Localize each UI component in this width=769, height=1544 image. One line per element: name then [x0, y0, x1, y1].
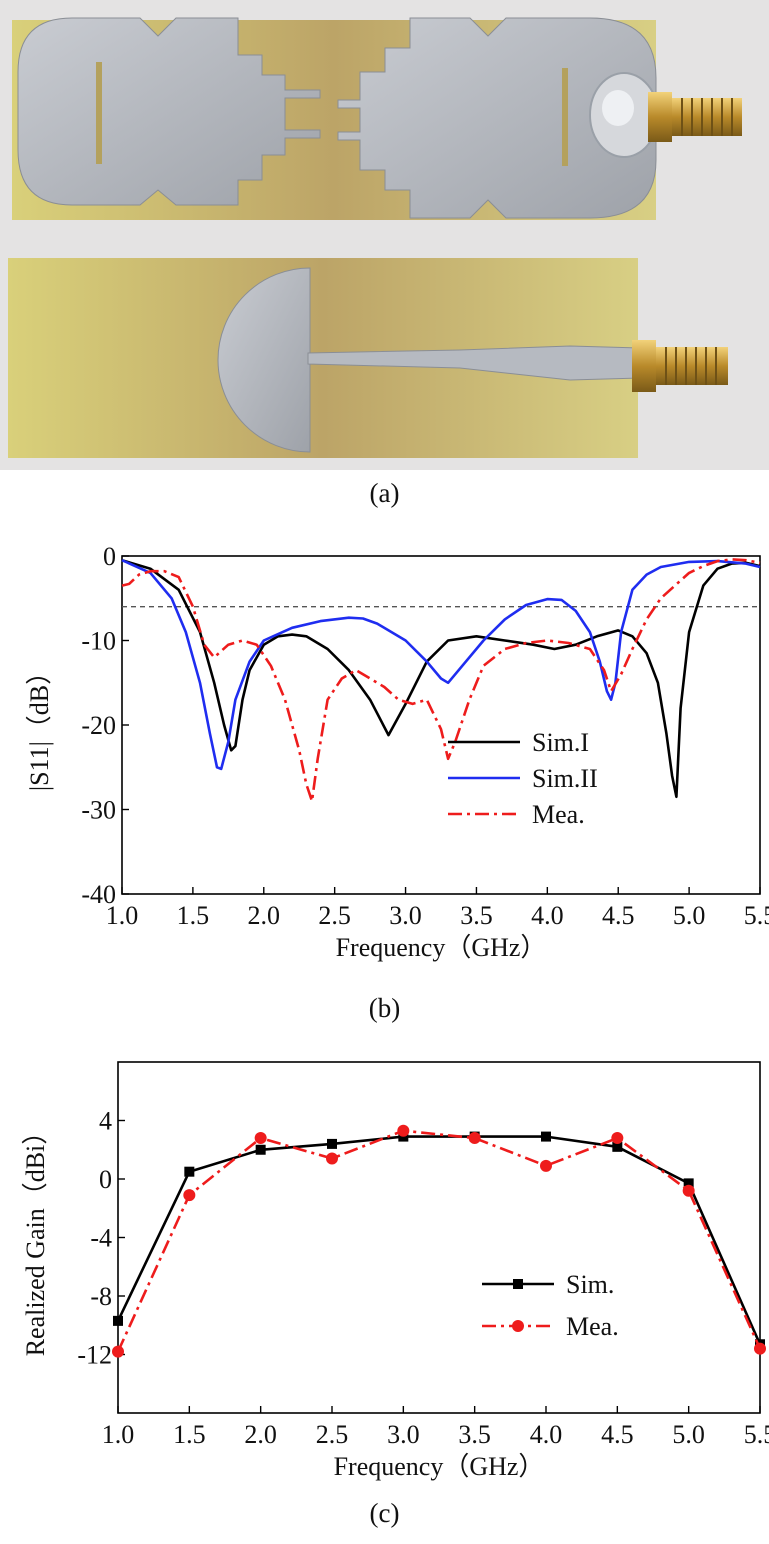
y-tick-label: -12	[77, 1341, 112, 1370]
y-tick-label: -30	[81, 796, 116, 825]
data-point-sim	[113, 1315, 123, 1326]
solder-highlight	[602, 90, 634, 126]
legend-label: Sim.II	[532, 764, 598, 793]
y-axis-label: |S11|（dB）	[25, 659, 54, 791]
data-point-mea	[682, 1184, 695, 1197]
caption-b: (b)	[368, 993, 401, 1023]
x-tick-label: 3.5	[460, 901, 493, 930]
data-point-sim	[255, 1144, 266, 1155]
x-tick-label: 1.0	[102, 1420, 135, 1449]
top-sma-connector-thread	[672, 98, 742, 136]
x-tick-label: 4.0	[531, 901, 564, 930]
data-point-mea	[112, 1345, 124, 1358]
data-point-sim	[184, 1166, 195, 1177]
series-line-mea	[121, 558, 761, 803]
y-tick-label: 0	[103, 542, 116, 571]
x-tick-label: 2.0	[244, 1420, 277, 1449]
data-point-sim	[612, 1141, 623, 1152]
x-tick-label: 5.0	[672, 1420, 705, 1449]
antenna-photo	[0, 0, 769, 470]
data-point-sim	[541, 1131, 551, 1142]
x-tick-label: 1.5	[177, 901, 210, 930]
data-point-mea	[754, 1342, 766, 1355]
data-point-sim	[327, 1138, 337, 1149]
x-tick-label: 5.0	[673, 901, 706, 930]
caption-c: (c)	[369, 1498, 400, 1528]
legend-label: Sim.I	[532, 728, 589, 757]
x-tick-label: 5.5	[744, 901, 769, 930]
y-axis-label: Realized Gain（dBi）	[21, 1119, 50, 1357]
data-point-mea	[254, 1132, 267, 1145]
data-point-mea	[183, 1189, 196, 1202]
gain-chart: 1.0 1.5 2.0 2.5 3.0 3.5 4.0 4.5 5.0 5.5 4 0 -4 -8 -12 F…	[21, 1061, 769, 1481]
y-tick-label: -10	[81, 627, 116, 656]
data-point-mea	[326, 1152, 338, 1165]
left-arm-slot	[96, 62, 102, 164]
s11-chart: 1.0 1.5 2.0 2.5 3.0 3.5 4.0 4.5 5.0 5.5 0 -10 -20 -30…	[25, 542, 769, 962]
legend-marker	[512, 1320, 524, 1332]
x-tick-label: 2.5	[318, 901, 351, 930]
series-line-simii	[121, 559, 761, 771]
y-tick-label: -4	[90, 1224, 112, 1253]
y-tick-label: 4	[99, 1107, 112, 1136]
bottom-thread-lines	[665, 347, 717, 385]
x-tick-label: 3.0	[387, 1420, 420, 1449]
series-line-simi	[121, 558, 761, 799]
x-axis-label: Frequency（GHz）	[336, 933, 547, 962]
caption-a: (a)	[369, 478, 400, 508]
series-line-mea	[116, 1129, 762, 1353]
x-tick-label: 3.0	[389, 901, 422, 930]
x-tick-label: 2.5	[316, 1420, 349, 1449]
left-dipole-arm	[17, 17, 321, 206]
legend-label: Mea.	[532, 800, 585, 829]
right-dipole-arm	[337, 17, 657, 219]
x-tick-label: 1.5	[173, 1420, 206, 1449]
y-tick-label: -8	[90, 1282, 112, 1311]
data-point-mea	[611, 1132, 624, 1145]
x-axis-label: Frequency（GHz）	[334, 1452, 545, 1481]
top-sma-connector-base	[648, 92, 672, 142]
legend-label: Mea.	[566, 1312, 619, 1341]
bottom-sma-connector-base	[632, 340, 656, 392]
half-disc-monopole	[217, 267, 311, 453]
right-arm-slot	[562, 68, 568, 166]
legend-label: Sim.	[566, 1270, 614, 1299]
x-tick-label: 2.0	[248, 901, 281, 930]
data-point-mea	[540, 1159, 552, 1172]
data-point-mea	[397, 1124, 410, 1137]
y-tick-label: -20	[81, 711, 116, 740]
x-tick-label: 4.5	[601, 1420, 634, 1449]
top-thread-lines	[681, 98, 733, 136]
data-point-sim	[683, 1178, 694, 1189]
data-point-mea	[468, 1132, 481, 1145]
plot-frame	[117, 1061, 761, 1414]
y-tick-label: -40	[81, 880, 116, 909]
y-tick-label: 0	[99, 1165, 112, 1194]
x-tick-label: 1.0	[106, 901, 139, 930]
x-tick-label: 5.5	[744, 1420, 769, 1449]
x-tick-label: 3.5	[458, 1420, 491, 1449]
x-tick-label: 4.0	[530, 1420, 563, 1449]
legend-marker	[513, 1279, 523, 1289]
series-line-sim	[116, 1135, 762, 1345]
x-tick-label: 4.5	[602, 901, 635, 930]
